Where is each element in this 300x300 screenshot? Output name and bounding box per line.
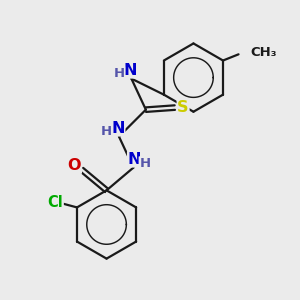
Text: N: N — [128, 152, 141, 167]
Text: CH₃: CH₃ — [250, 46, 276, 59]
Text: N: N — [124, 63, 137, 78]
Text: H: H — [113, 67, 124, 80]
Text: H: H — [101, 125, 112, 138]
Text: S: S — [177, 100, 189, 115]
Text: N: N — [111, 121, 125, 136]
Text: Cl: Cl — [47, 195, 63, 210]
Text: O: O — [68, 158, 81, 173]
Text: H: H — [139, 157, 150, 170]
